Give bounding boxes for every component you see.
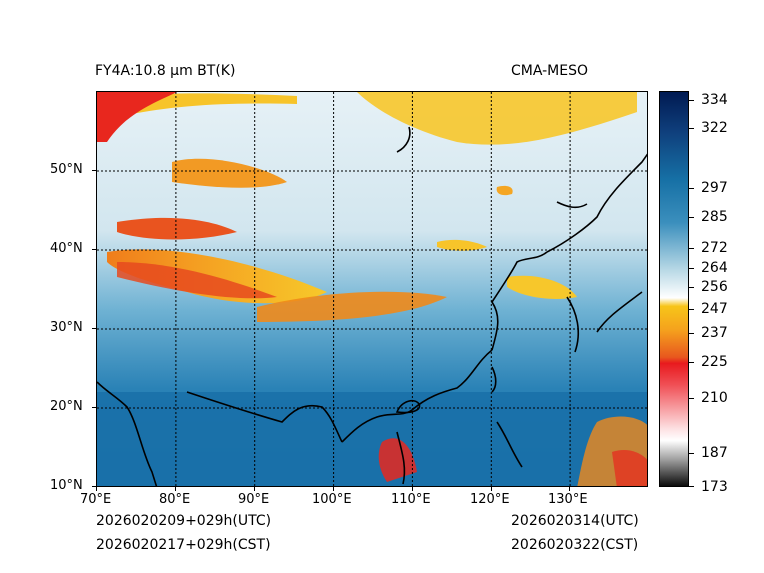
colorbar-label: 210 <box>701 390 728 406</box>
colorbar-label: 247 <box>701 301 728 317</box>
lat-label: 30°N <box>50 320 83 335</box>
lon-label: 120°E <box>470 492 510 507</box>
colorbar-gradient <box>660 92 688 486</box>
cloud-top-bands <box>97 92 647 486</box>
colorbar-label: 256 <box>701 279 728 295</box>
lat-label: 40°N <box>50 241 83 256</box>
lon-label: 80°E <box>159 492 191 507</box>
colorbar-label: 173 <box>701 479 728 495</box>
lon-label: 70°E <box>80 492 112 507</box>
colorbar-label: 237 <box>701 325 728 341</box>
colorbar-label: 187 <box>701 445 728 461</box>
colorbar-label: 272 <box>701 240 728 256</box>
lon-label: 90°E <box>238 492 270 507</box>
colorbar-label: 225 <box>701 354 728 370</box>
colorbar-label: 264 <box>701 260 728 276</box>
brightness-temperature-field <box>97 92 647 486</box>
init-time-utc: 2026020209+029h(UTC) <box>96 513 272 529</box>
colorbar-label: 285 <box>701 209 728 225</box>
satellite-map <box>96 91 648 487</box>
lat-label: 20°N <box>50 399 83 414</box>
lat-label: 50°N <box>50 162 83 177</box>
graticule <box>97 92 647 486</box>
map-title-right: CMA-MESO <box>511 63 589 79</box>
valid-time-utc: 2026020314(UTC) <box>511 513 639 529</box>
colorbar-label: 334 <box>701 92 728 108</box>
lat-label: 10°N <box>50 478 83 493</box>
lon-label: 100°E <box>312 492 352 507</box>
lon-label: 110°E <box>391 492 431 507</box>
colorbar <box>659 91 689 487</box>
coastlines <box>97 126 647 486</box>
lon-label: 130°E <box>548 492 588 507</box>
init-time-cst: 2026020217+029h(CST) <box>96 537 271 553</box>
colorbar-label: 297 <box>701 180 728 196</box>
colorbar-label: 322 <box>701 120 728 136</box>
valid-time-cst: 2026020322(CST) <box>511 537 639 553</box>
map-title-left: FY4A:10.8 µm BT(K) <box>95 63 236 79</box>
